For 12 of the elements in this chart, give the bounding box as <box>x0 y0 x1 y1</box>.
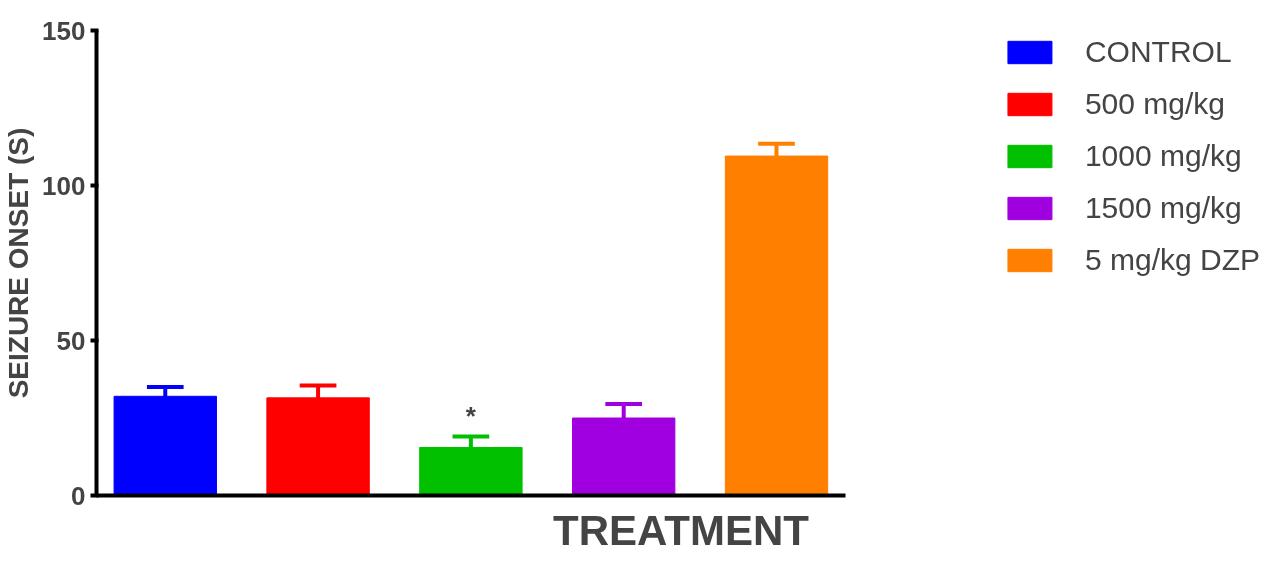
annotation: * <box>465 400 477 431</box>
legend-label: 1000 mg/kg <box>1084 139 1242 173</box>
y-tick-label: 50 <box>56 325 86 356</box>
y-tick-label: 100 <box>42 170 86 201</box>
legend-label: 500 mg/kg <box>1084 87 1226 121</box>
y-axis-title: SEIZURE ONSET (S) <box>3 127 35 399</box>
legend-label: 1500 mg/kg <box>1084 191 1242 225</box>
y-tick-label: 150 <box>42 15 86 46</box>
x-axis-title: TREATMENT <box>553 506 810 554</box>
legend-label: CONTROL <box>1084 35 1232 69</box>
legend-label: 5 mg/kg DZP <box>1084 243 1260 277</box>
y-tick-label: 0 <box>71 480 86 511</box>
